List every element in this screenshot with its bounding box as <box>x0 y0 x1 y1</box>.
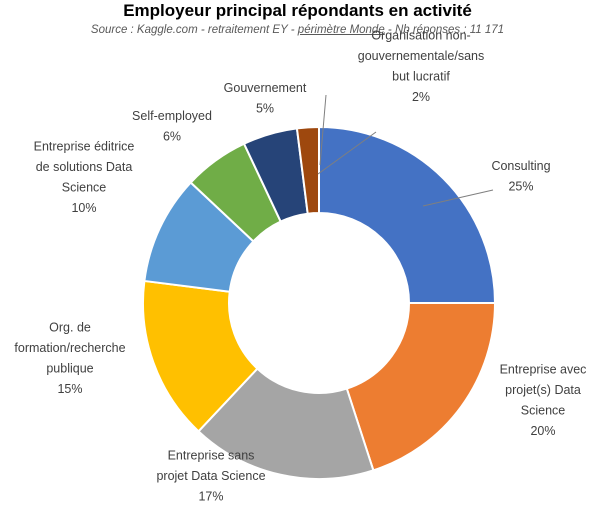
slice-pct-label: 6% <box>163 129 181 143</box>
slice-name-line: Organisation non- <box>371 28 470 42</box>
slice-name-line: Entreprise avec <box>500 362 587 376</box>
slice-label-1: Entreprise avec projet(s) Data Science 20% <box>500 362 587 438</box>
slice-name-line: publique <box>46 361 93 375</box>
slice-0 <box>318 125 497 304</box>
slice-name-line: Science <box>62 180 107 194</box>
slice-name-line: gouvernementale/sans <box>358 49 484 63</box>
slice-label-4: Entreprise éditrice de solutions Data Scie… <box>34 139 135 215</box>
slice-name-line: Science <box>521 403 566 417</box>
leader-lines <box>317 94 494 207</box>
chart-title: Employeur principal répondants en activi… <box>123 1 472 20</box>
slice-2 <box>197 367 375 480</box>
slice-pct-label: 20% <box>530 424 555 438</box>
slice-pct-label: 10% <box>71 201 96 215</box>
slice-name-line: Entreprise sans <box>168 449 255 463</box>
subtitle-scope: périmètre Monde <box>297 24 385 36</box>
slice-name-line: Org. de <box>49 320 91 334</box>
slice-name-line: Consulting <box>491 159 550 173</box>
chart-subtitle: Source : Kaggle.com - retraitement EY - … <box>0 22 595 38</box>
slice-1 <box>345 302 497 472</box>
donut-slices <box>142 125 497 480</box>
slice-name-line: Self-employed <box>132 109 212 123</box>
slice-label-0: Consulting 25% <box>491 159 550 194</box>
leader-line-0 <box>422 189 494 207</box>
slice-name-line: projet(s) Data <box>505 383 581 397</box>
slice-3 <box>142 279 259 433</box>
slice-name-line: formation/recherche <box>14 341 125 355</box>
slice-pct-label: 17% <box>198 490 223 504</box>
slice-label-3: Org. de formation/recherche publique 15% <box>14 320 125 396</box>
slice-7 <box>295 125 320 215</box>
slice-pct-label: 25% <box>508 179 533 193</box>
slice-pct-label: 5% <box>256 101 274 115</box>
slice-name-line: Entreprise éditrice <box>34 139 135 153</box>
slice-label-6: Gouvernement 5% <box>224 81 307 116</box>
slice-name-line: but lucratif <box>392 69 450 83</box>
slice-label-5: Self-employed 6% <box>132 109 212 144</box>
slice-pct-label: 2% <box>412 90 430 104</box>
slice-label-7: Organisation non-gouvernementale/sans but… <box>358 28 484 104</box>
leader-line-6 <box>319 94 327 166</box>
slice-labels: Consulting 25% Entreprise avec projet(s) Da… <box>14 28 586 503</box>
slice-pct-label: 15% <box>57 382 82 396</box>
subtitle-count: - Nb réponses : 11 171 <box>384 24 505 36</box>
slice-label-2: Entreprise sans projet Data Science 17% <box>156 449 265 504</box>
slice-name-line: de solutions Data <box>36 160 133 174</box>
slice-name-line: projet Data Science <box>156 469 265 483</box>
slice-name-line: Gouvernement <box>224 81 307 95</box>
subtitle-source: Source : Kaggle.com - retraitement EY - <box>90 24 298 36</box>
leader-line-7 <box>317 131 377 175</box>
